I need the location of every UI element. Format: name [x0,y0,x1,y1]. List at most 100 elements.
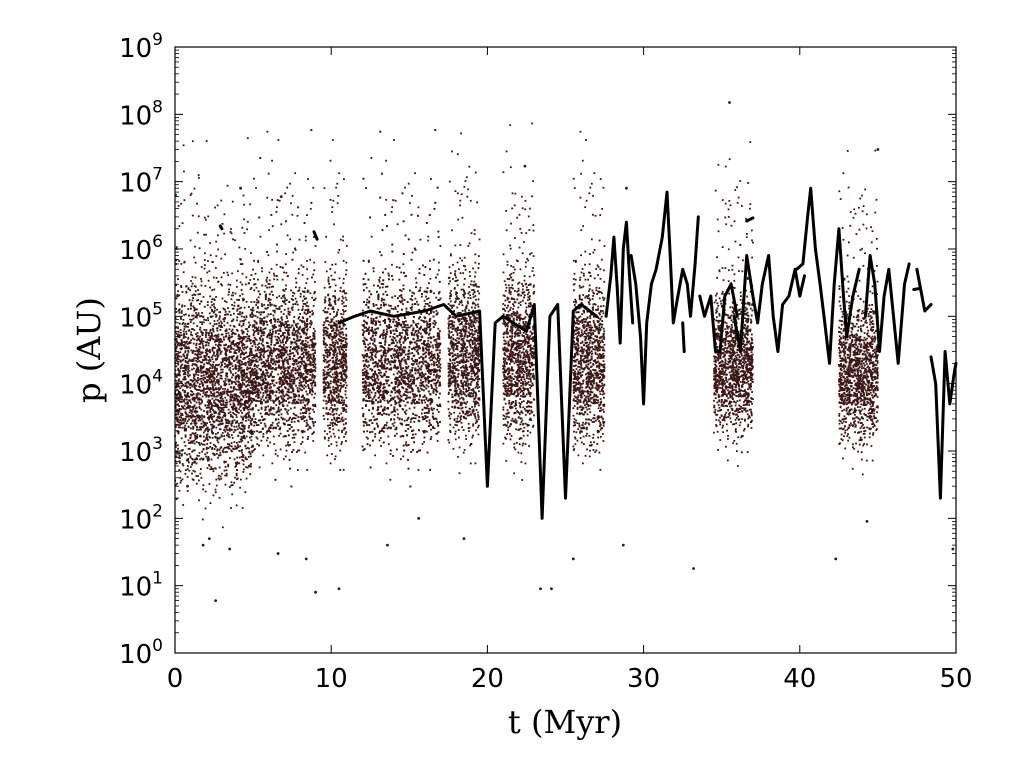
scatter-point [209,390,212,393]
scatter-point [309,427,312,430]
scatter-point [280,323,283,326]
scatter-point [211,367,214,369]
scatter-point [189,466,192,468]
scatter-point [274,453,277,455]
scatter-point [206,404,209,407]
scatter-point [251,444,254,447]
scatter-point [189,456,192,459]
scatter-point [331,373,334,376]
scatter-point [198,444,201,446]
scatter-point [230,423,233,425]
scatter-point [187,360,190,363]
scatter-point [255,372,258,375]
scatter-point [345,337,347,340]
scatter-point [226,313,229,316]
scatter-point [178,452,180,454]
scatter-point [205,395,208,398]
scatter-point [251,361,254,363]
scatter-point [257,409,260,412]
scatter-point [255,352,258,355]
scatter-point [245,347,248,350]
scatter-point [182,418,185,420]
scatter-point [227,338,230,340]
scatter-point [260,320,263,323]
scatter-point [288,329,291,332]
scatter-point [296,451,298,453]
scatter-point [312,379,315,382]
scatter-point [252,381,255,383]
scatter-point [283,290,286,292]
scatter-point [224,310,227,313]
scatter-point [291,306,294,309]
scatter-point [201,389,204,392]
scatter-point [198,343,201,346]
scatter-point [291,324,294,327]
scatter-point [255,370,258,373]
scatter-point [225,301,228,304]
scatter-point [238,323,241,326]
scatter-point [190,304,193,307]
scatter-point [306,370,309,373]
scatter-point [274,368,276,371]
scatter-point [222,448,225,451]
scatter-point [272,350,275,353]
scatter-point [306,309,309,311]
scatter-point [211,334,213,337]
scatter-point [282,458,285,461]
scatter-point [192,305,195,308]
scatter-point [340,342,343,345]
scatter-point [245,389,248,392]
scatter-point [191,472,193,475]
scatter-point [190,331,193,334]
scatter-point [209,295,212,298]
scatter-point [215,381,218,383]
scatter-point [246,337,249,340]
scatter-point [209,442,212,444]
scatter-point [297,268,300,270]
scatter-point [272,427,275,430]
scatter-point [199,416,202,419]
scatter-point [180,412,182,415]
scatter-point [215,404,218,407]
scatter-point [273,344,276,347]
scatter-point [323,187,326,190]
scatter-point [227,408,230,411]
scatter-point [235,358,238,361]
scatter-point [206,451,209,454]
scatter-point [289,380,291,382]
scatter-point [175,424,178,427]
scatter-point [235,463,238,465]
scatter-point [204,388,207,390]
scatter-point [216,449,219,452]
scatter-point [195,458,198,461]
scatter-point [186,393,189,396]
scatter-point [213,392,216,395]
scatter-point [307,337,310,340]
scatter-point [345,273,347,276]
scatter-point [298,379,301,382]
scatter-point [282,352,285,355]
scatter-point [314,421,317,423]
scatter-point [250,462,253,465]
scatter-point [207,334,210,337]
scatter-point [305,348,308,351]
scatter-point [333,295,336,298]
scatter-point [335,412,338,415]
scatter-point [230,298,233,301]
scatter-point [238,424,240,427]
scatter-point [267,371,269,374]
scatter-point [260,401,262,404]
scatter-point [260,384,263,387]
scatter-point [207,342,210,345]
scatter-point [239,478,242,481]
scatter-point [297,357,300,359]
scatter-point [283,399,286,402]
scatter-point [288,385,291,388]
scatter-point [225,450,228,453]
scatter-point [192,406,195,409]
scatter-point [299,319,302,322]
scatter-point [304,416,307,418]
scatter-point [240,325,243,328]
scatter-point [284,358,286,361]
scatter-point [239,320,242,323]
